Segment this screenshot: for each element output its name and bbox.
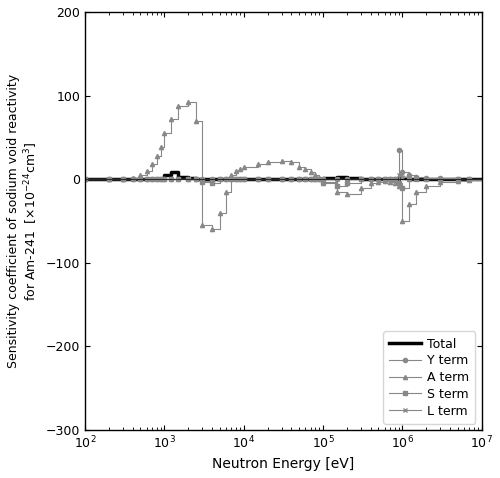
Y term: [154, 176, 160, 182]
A term: [185, 99, 191, 105]
A term: [254, 164, 260, 170]
Y term: [278, 176, 284, 182]
S term: [478, 176, 484, 182]
Line: Total: Total: [85, 173, 481, 179]
Total: [168, 170, 173, 175]
X-axis label: Neutron Energy [eV]: Neutron Energy [eV]: [212, 457, 354, 471]
Line: Y term: Y term: [83, 148, 483, 181]
Total: [240, 176, 246, 182]
L term: [199, 178, 205, 184]
Total: [154, 176, 160, 182]
Y term: [478, 176, 484, 182]
Y term: [423, 174, 429, 180]
A term: [288, 160, 294, 165]
L term: [288, 176, 294, 182]
S term: [199, 176, 205, 182]
A term: [302, 164, 308, 170]
Line: A term: A term: [83, 100, 483, 231]
S term: [400, 185, 406, 190]
L term: [199, 176, 205, 182]
Y term: [296, 176, 302, 182]
S term: [423, 176, 429, 182]
A term: [437, 183, 443, 189]
Y term: [82, 176, 88, 182]
S term: [296, 176, 302, 182]
Y term: [396, 147, 402, 153]
Total: [478, 176, 484, 182]
Line: S term: S term: [83, 177, 483, 190]
A term: [82, 176, 88, 182]
L term: [396, 172, 402, 178]
A term: [199, 222, 205, 228]
L term: [240, 176, 246, 182]
Y term: [199, 176, 205, 182]
Total: [199, 176, 205, 182]
S term: [82, 176, 88, 182]
L term: [154, 176, 160, 182]
Y-axis label: Sensitivity coefficient of sodium void reactivity
for Am-241  [$\times 10^{-24}$: Sensitivity coefficient of sodium void r…: [7, 74, 40, 368]
A term: [154, 161, 160, 167]
Legend: Total, Y term, A term, S term, L term: Total, Y term, A term, S term, L term: [383, 331, 476, 424]
Y term: [240, 176, 246, 182]
Total: [288, 176, 294, 182]
Total: [423, 176, 429, 182]
A term: [209, 227, 215, 232]
A term: [478, 177, 484, 183]
S term: [154, 176, 160, 182]
Total: [82, 176, 88, 182]
L term: [82, 176, 88, 182]
L term: [478, 176, 484, 182]
S term: [240, 176, 246, 182]
S term: [278, 176, 284, 182]
L term: [437, 176, 443, 182]
Line: L term: L term: [83, 173, 483, 183]
L term: [296, 176, 302, 182]
Total: [296, 176, 302, 182]
